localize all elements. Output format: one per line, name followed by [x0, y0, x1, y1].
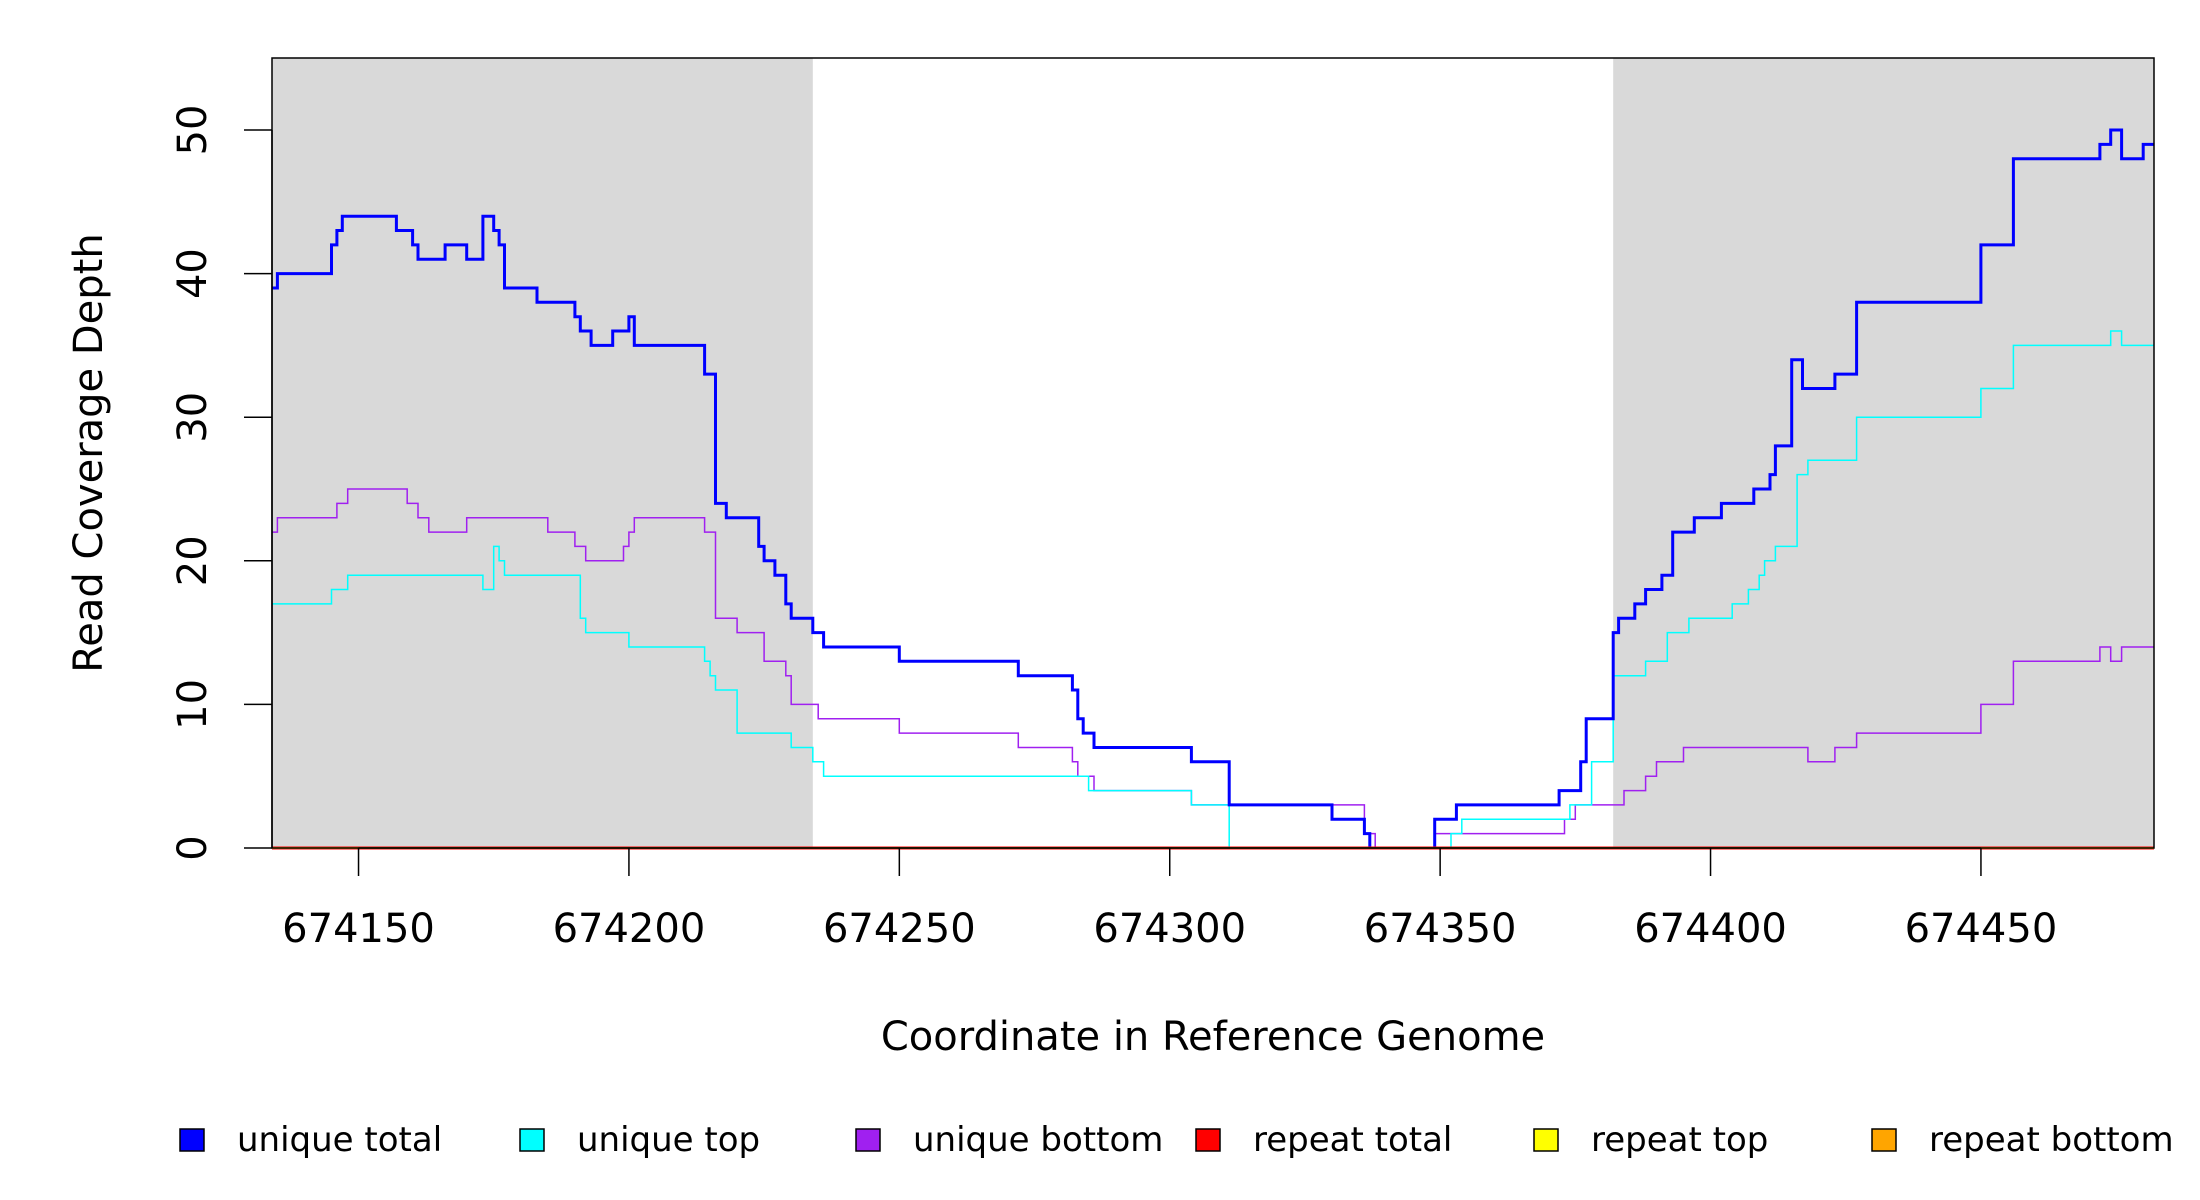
- legend-item-unique-top: unique top: [519, 1120, 760, 1160]
- legend-swatch: [519, 1128, 545, 1152]
- legend-label: repeat total: [1253, 1120, 1452, 1160]
- legend-label: repeat bottom: [1929, 1120, 2174, 1160]
- series-line-unique-total: [272, 128, 2154, 850]
- x-axis: 674150 674200 674250 674300 674350 674400 6744…: [282, 847, 2058, 952]
- x-tick-label: 674250: [823, 906, 976, 952]
- y-tick-label: 50: [170, 105, 216, 156]
- legend-item-repeat-bottom: repeat bottom: [1871, 1120, 2174, 1160]
- legend-swatch: [855, 1128, 881, 1152]
- legend-item-unique-total: unique total: [179, 1120, 442, 1160]
- x-tick-label: 674150: [282, 906, 435, 952]
- legend-label: unique top: [577, 1120, 760, 1160]
- x-tick-label: 674200: [553, 906, 706, 952]
- legend-swatch: [1533, 1128, 1559, 1152]
- series-line-unique-bottom: [272, 488, 2154, 849]
- legend-item-unique-bottom: unique bottom: [855, 1120, 1163, 1160]
- x-tick-label: 674300: [1093, 906, 1246, 952]
- legend-swatch: [1195, 1128, 1221, 1152]
- shaded-region-2: [1613, 58, 2154, 848]
- y-axis: 0 10 20 30 40 50: [170, 105, 273, 861]
- legend-label: unique bottom: [913, 1120, 1163, 1160]
- y-tick-label: 10: [170, 679, 216, 730]
- legend-label: repeat top: [1591, 1120, 1768, 1160]
- x-tick-label: 674450: [1905, 906, 2058, 952]
- legend-label: unique total: [237, 1120, 442, 1160]
- legend-swatch: [179, 1128, 205, 1152]
- legend-item-repeat-top: repeat top: [1533, 1120, 1768, 1160]
- legend-item-repeat-total: repeat total: [1195, 1120, 1452, 1160]
- y-tick-label: 40: [170, 248, 216, 299]
- legend-swatch: [1871, 1128, 1897, 1152]
- y-tick-label: 0: [170, 835, 216, 860]
- y-axis-label: Read Coverage Depth: [66, 233, 112, 672]
- shaded-regions: [272, 58, 2154, 848]
- y-tick-label: 30: [170, 392, 216, 443]
- x-tick-label: 674350: [1364, 906, 1517, 952]
- x-tick-label: 674400: [1634, 906, 1787, 952]
- legend: unique total unique top unique bottom repea…: [179, 1120, 2174, 1160]
- y-tick-label: 20: [170, 535, 216, 586]
- x-axis-label: Coordinate in Reference Genome: [881, 1014, 1545, 1060]
- shaded-region-1: [272, 58, 813, 848]
